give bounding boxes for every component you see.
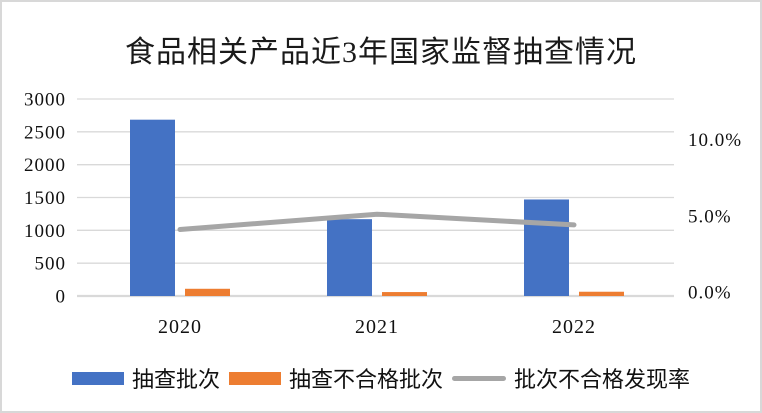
right-axis-tick-label: 10.0% [688,130,742,151]
right-axis-tick-label: 5.0% [688,206,732,227]
chart-title: 食品相关产品近3年国家监督抽查情况 [125,36,637,69]
legend-label: 抽查批次 [131,367,220,392]
bar-failed-batches [382,292,427,296]
left-axis-tick-label: 0 [56,287,67,308]
legend-label: 批次不合格发现率 [514,367,691,392]
legend-bar-swatch [228,371,281,385]
legend-line-swatch [452,375,506,381]
left-axis-tick-label: 3000 [24,90,66,111]
x-axis-category-label: 2021 [355,316,399,338]
left-axis-tick-label: 2500 [24,122,66,143]
legend-label: 抽查不合格批次 [288,367,443,392]
legend-item: 抽查不合格批次 [228,362,443,394]
legend-item: 抽查批次 [71,362,220,394]
x-axis-category-label: 2022 [552,316,596,338]
left-axis-tick-label: 1500 [24,188,66,209]
bar-sampled-batches [524,199,569,296]
line-failure-rate [177,211,577,232]
right-axis-tick-label: 0.0% [688,283,732,304]
bar-failed-batches [185,288,230,296]
x-axis-category-label: 2020 [158,316,202,338]
chart-legend: 抽查批次 抽查不合格批次 批次不合格发现率 [2,362,760,394]
bar-failed-batches [579,291,624,296]
legend-item: 批次不合格发现率 [452,362,690,394]
legend-bar-swatch [71,371,124,385]
bar-sampled-batches [130,119,175,296]
bar-sampled-batches [327,219,372,296]
left-axis-tick-label: 500 [35,254,67,275]
left-axis-tick-label: 2000 [24,155,66,176]
left-axis-tick-label: 1000 [24,221,66,242]
